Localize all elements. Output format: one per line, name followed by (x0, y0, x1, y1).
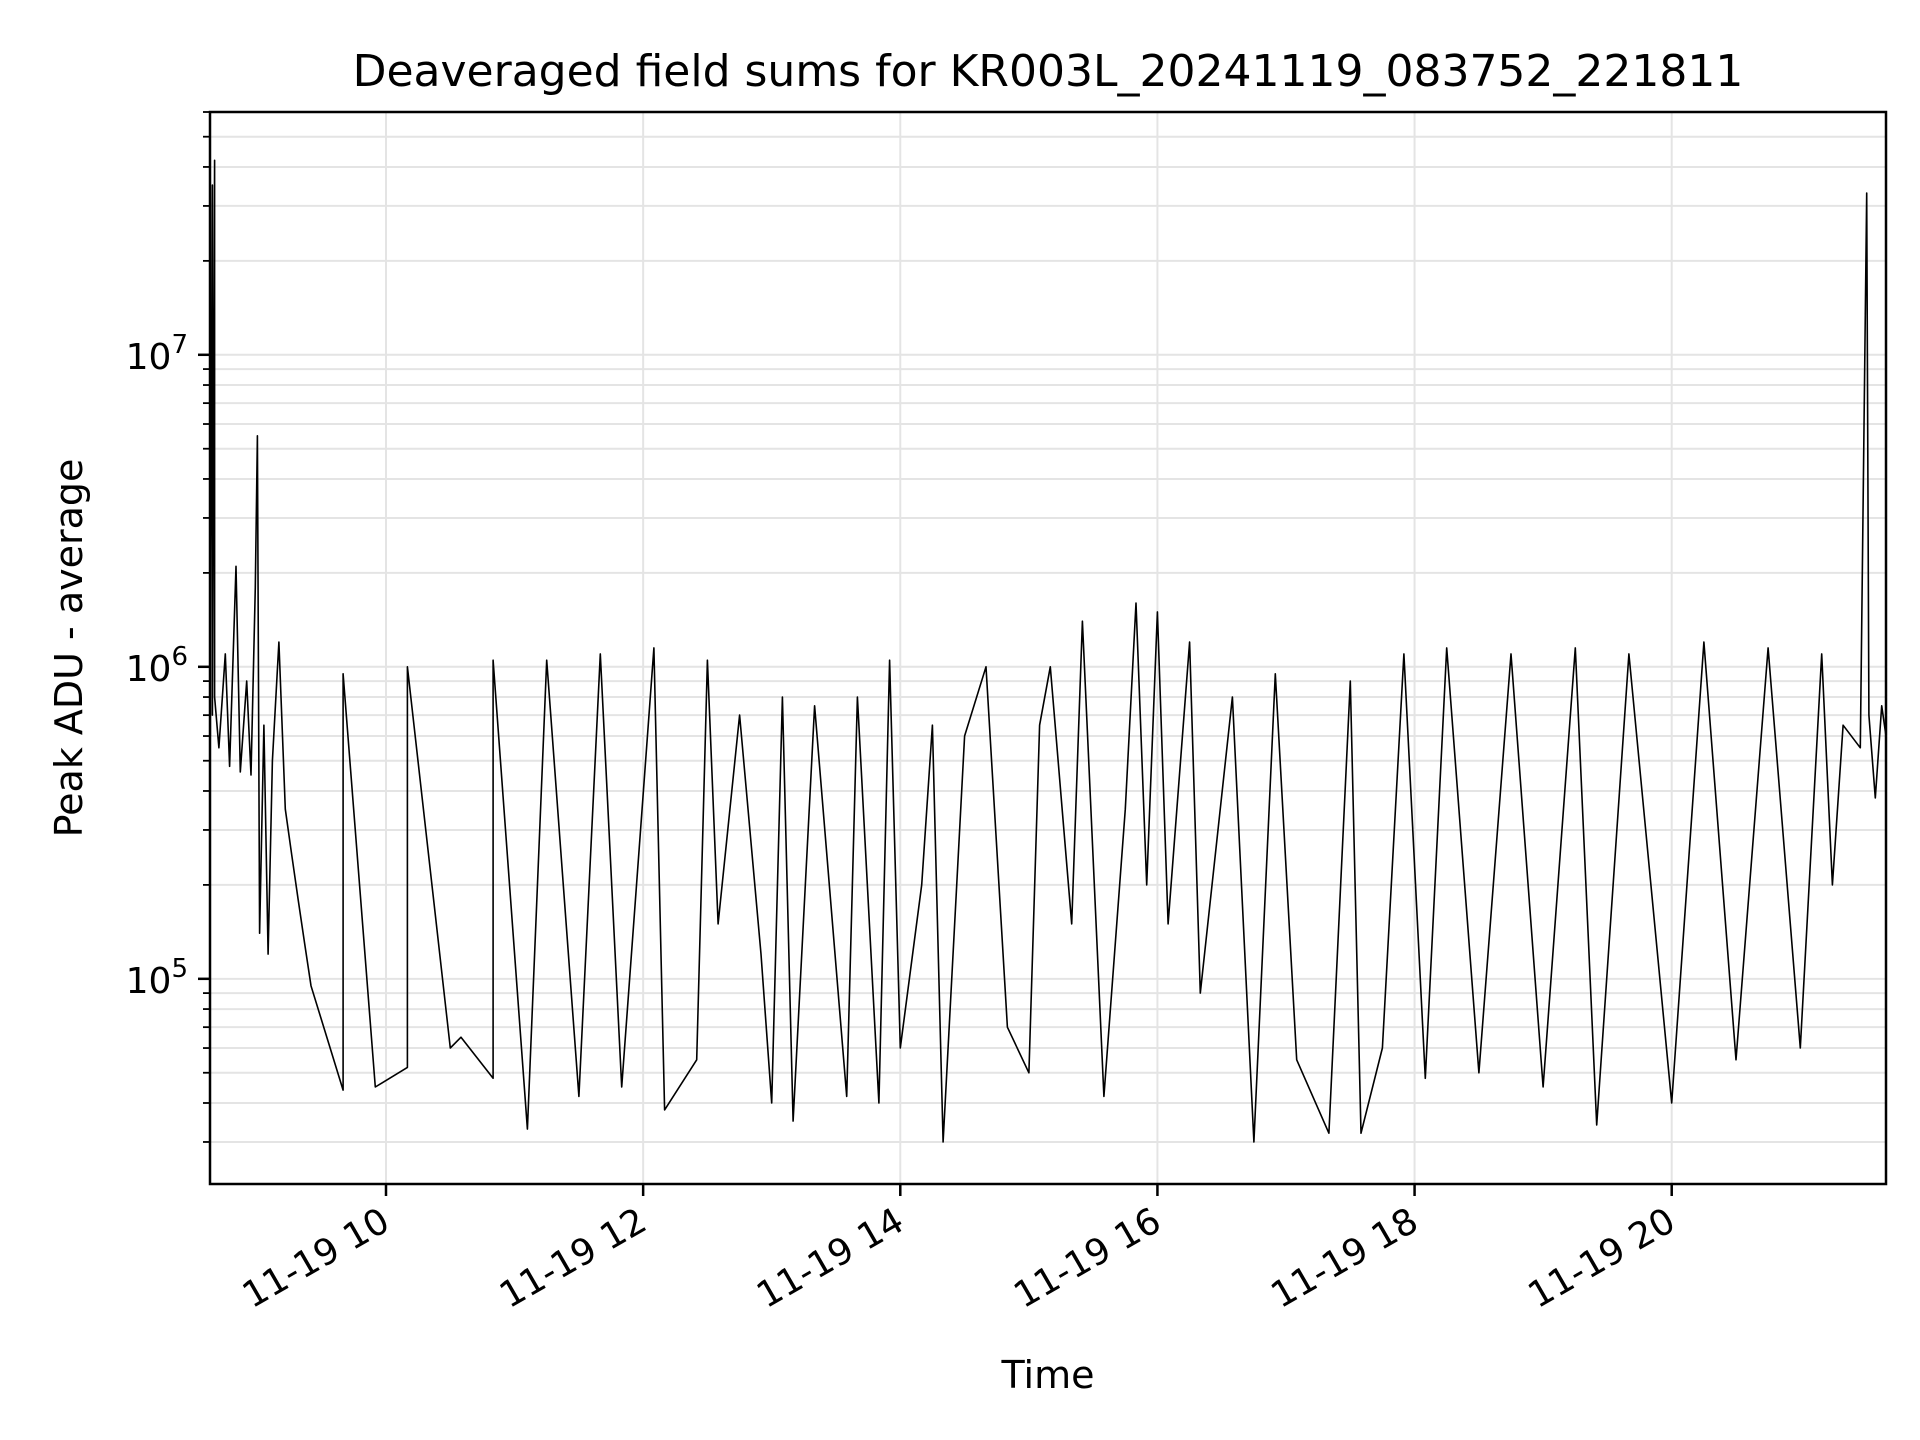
series-line (209, 159, 1887, 1143)
y-axis-label: Peak ADU - average (47, 459, 91, 838)
y-tick-base: 10 (126, 649, 172, 690)
y-tick-exponent: 5 (171, 954, 188, 984)
chart-title: Deaveraged field sums for KR003L_2024111… (353, 46, 1744, 97)
y-tick-exponent: 6 (171, 642, 188, 672)
plot-frame (208, 110, 1888, 1186)
y-tick-base: 10 (126, 961, 172, 1002)
x-axis-label: Time (1001, 1353, 1095, 1397)
y-tick-label: 107 (126, 330, 188, 378)
y-tick-base: 10 (126, 337, 172, 378)
y-tick-label: 106 (126, 642, 188, 690)
series-area (209, 159, 1887, 1143)
y-tick-label: 105 (126, 954, 188, 1002)
y-tick-exponent: 7 (171, 330, 188, 360)
